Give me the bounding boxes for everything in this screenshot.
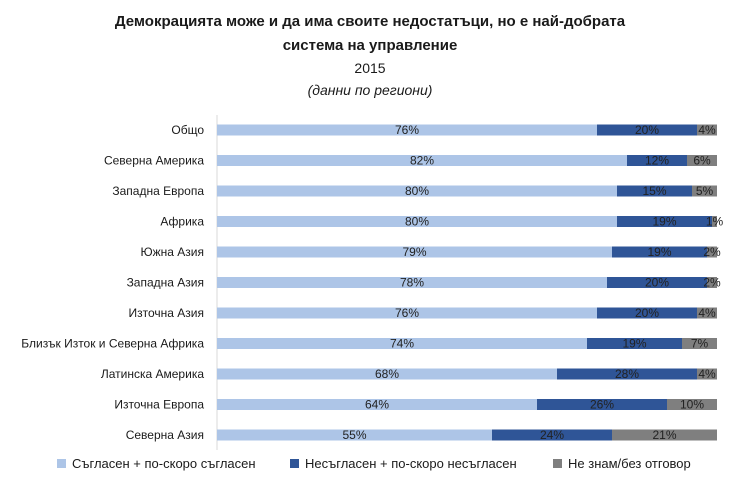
legend: Съгласен + по-скоро съгласен Несъгласен … (0, 456, 740, 476)
bar-segment-agree (217, 216, 617, 227)
legend-label-disagree: Несъгласен + по-скоро несъгласен (305, 456, 517, 471)
bar-segment-dontknow (667, 399, 717, 410)
data-label-agree: 78% (400, 276, 424, 290)
bar-segment-disagree (617, 185, 692, 197)
bar-segment-dontknow (682, 338, 717, 349)
data-label-disagree: 20% (645, 276, 669, 290)
bar-segment-dontknow (707, 246, 717, 258)
bar-segment-disagree (597, 124, 697, 136)
bar-segment-dontknow (697, 124, 717, 136)
category-label: Източна Азия (129, 306, 205, 320)
data-label-dontknow: 10% (680, 398, 704, 412)
data-label-dontknow: 2% (703, 276, 721, 290)
bar-segment-agree (217, 155, 627, 166)
legend-label-agree: Съгласен + по-скоро съгласен (72, 456, 256, 471)
bar-segment-agree (217, 307, 597, 319)
data-label-disagree: 19% (652, 215, 676, 229)
bar-segment-disagree (607, 277, 707, 288)
stacked-bar-chart: Общо 76% 20% 4% Северна Америка 82% 12% 6% Запад… (21, 115, 724, 450)
data-label-agree: 68% (375, 367, 399, 381)
legend-item-dontknow: Не знам/без отговор (553, 456, 691, 471)
data-label-agree: 79% (402, 245, 426, 259)
chart-title-line-1: Демокрацията може и да има своите недост… (114, 13, 626, 30)
chart-title-line-2: система на управление (282, 37, 458, 54)
legend-item-disagree: Несъгласен + по-скоро несъгласен (290, 456, 517, 471)
data-label-disagree: 20% (635, 123, 659, 137)
legend-swatch-disagree (290, 459, 299, 468)
data-label-agree: 76% (395, 123, 419, 137)
bar-segment-agree (217, 338, 587, 349)
data-label-agree: 55% (342, 428, 366, 442)
bar-segment-agree (217, 185, 617, 197)
data-label-disagree: 20% (635, 306, 659, 320)
legend-item-agree: Съгласен + по-скоро съгласен (57, 456, 256, 471)
bar-segment-disagree (587, 338, 682, 349)
bar-segment-agree (217, 277, 607, 288)
data-label-agree: 80% (405, 215, 429, 229)
bar-segment-disagree (627, 155, 687, 166)
bar-segment-agree (217, 368, 557, 380)
bar-segment-disagree (597, 307, 697, 319)
category-label: Африка (160, 215, 204, 229)
data-label-dontknow: 7% (691, 337, 709, 351)
bar-segment-dontknow (692, 185, 717, 197)
data-label-agree: 74% (390, 337, 414, 351)
data-label-dontknow: 6% (693, 154, 711, 168)
chart-subtitle-year: 2015 (354, 60, 386, 76)
data-label-agree: 76% (395, 306, 419, 320)
bar-segment-dontknow (707, 277, 717, 288)
data-label-dontknow: 21% (652, 428, 676, 442)
category-label: Близък Изток и Северна Африка (21, 337, 204, 351)
bar-segment-disagree (612, 246, 707, 258)
legend-swatch-dontknow (553, 459, 562, 468)
bar-segment-dontknow (697, 368, 717, 380)
bar-segment-disagree (557, 368, 697, 380)
data-label-agree: 64% (365, 398, 389, 412)
legend-label-dontknow: Не знам/без отговор (568, 456, 691, 471)
category-label: Западна Европа (112, 184, 204, 198)
data-label-agree: 82% (410, 154, 434, 168)
bar-segment-dontknow (712, 216, 717, 227)
bar-segment-dontknow (687, 155, 717, 166)
category-label: Северна Америка (104, 154, 204, 168)
data-label-dontknow: 5% (696, 184, 714, 198)
category-label: Източна Европа (114, 398, 204, 412)
bar-segment-disagree (492, 429, 612, 441)
bar-segment-agree (217, 429, 492, 441)
data-label-dontknow: 4% (698, 367, 716, 381)
category-label: Северна Азия (126, 428, 204, 442)
data-label-disagree: 26% (590, 398, 614, 412)
data-label-dontknow: 4% (698, 306, 716, 320)
category-label: Общо (171, 123, 204, 137)
data-label-disagree: 19% (647, 245, 671, 259)
data-label-dontknow: 2% (703, 245, 721, 259)
data-label-disagree: 15% (642, 184, 666, 198)
data-label-disagree: 12% (645, 154, 669, 168)
legend-swatch-agree (57, 459, 66, 468)
bar-segment-disagree (537, 399, 667, 410)
data-label-disagree: 28% (615, 367, 639, 381)
bar-segment-disagree (617, 216, 712, 227)
data-label-dontknow: 4% (698, 123, 716, 137)
category-label: Южна Азия (141, 245, 205, 259)
bar-segment-agree (217, 246, 612, 258)
category-label: Западна Азия (127, 276, 204, 290)
data-label-dontknow: 1% (706, 215, 724, 229)
bar-segment-agree (217, 399, 537, 410)
data-label-disagree: 24% (540, 428, 564, 442)
chart-subtitle-note: (данни по региони) (307, 82, 433, 98)
bar-segment-dontknow (612, 429, 717, 441)
data-label-disagree: 19% (622, 337, 646, 351)
category-label: Латинска Америка (101, 367, 204, 381)
bar-segment-agree (217, 124, 597, 136)
bar-segment-dontknow (697, 307, 717, 319)
data-label-agree: 80% (405, 184, 429, 198)
